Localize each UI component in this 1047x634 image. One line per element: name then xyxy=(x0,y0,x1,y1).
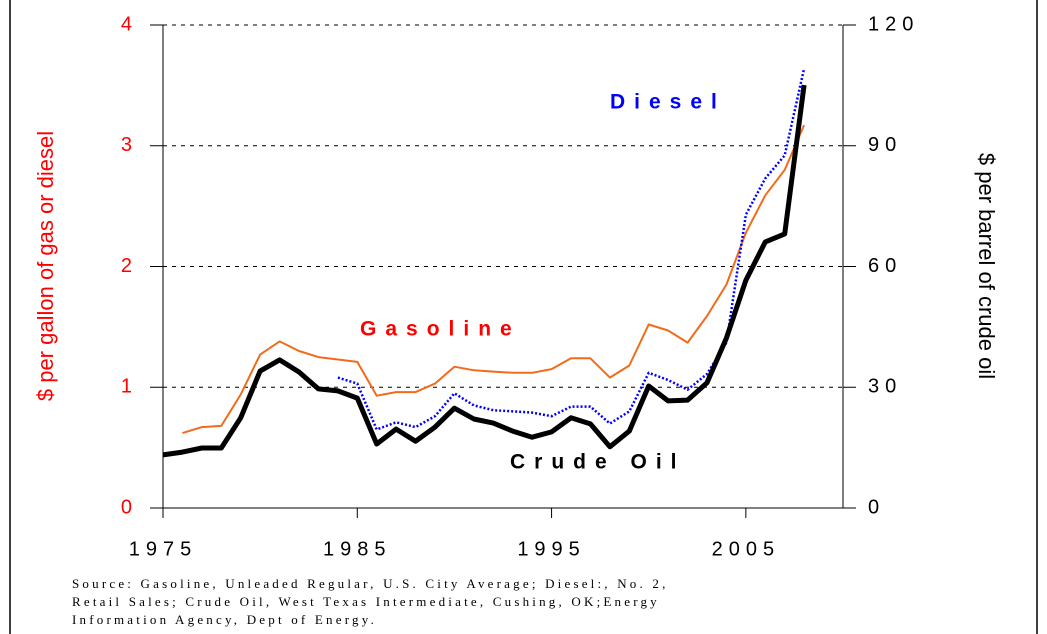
series-label: Crude Oil xyxy=(510,451,686,474)
series-line xyxy=(162,84,807,458)
y-tick-label: 1 xyxy=(121,376,138,398)
series-label: Diesel xyxy=(610,91,726,114)
y2-tick-label: 30 xyxy=(868,376,902,398)
x-tick-label: 1995 xyxy=(517,538,586,560)
y-tick-label: 4 xyxy=(121,13,138,35)
source-line: Information Agency, Dept of Energy. xyxy=(72,612,377,627)
y-tick-label: 3 xyxy=(121,134,138,156)
frame xyxy=(9,0,1038,634)
y2-tick-label: 120 xyxy=(868,13,919,35)
y-tick-label: 2 xyxy=(121,255,138,277)
y2-tick-label: 90 xyxy=(868,134,902,156)
source-line: Retail Sales; Crude Oil, West Texas Inte… xyxy=(72,594,660,609)
y2-axis-label: $ per barrel of crude oil xyxy=(974,153,999,379)
x-tick-label: 2005 xyxy=(712,538,781,560)
series-line xyxy=(182,124,806,435)
series-line xyxy=(337,68,806,431)
y-axis-label: $ per gallon of gas or diesel xyxy=(33,131,58,401)
x-tick-label: 1985 xyxy=(323,538,392,560)
x-tick-label: 1975 xyxy=(129,538,198,560)
source-line: Source: Gasoline, Unleaded Regular, U.S.… xyxy=(72,576,669,591)
y-tick-label: 0 xyxy=(121,496,138,518)
series-label: Gasoline xyxy=(360,318,521,341)
y2-tick-label: 60 xyxy=(868,255,902,277)
y2-tick-label: 0 xyxy=(868,496,885,518)
